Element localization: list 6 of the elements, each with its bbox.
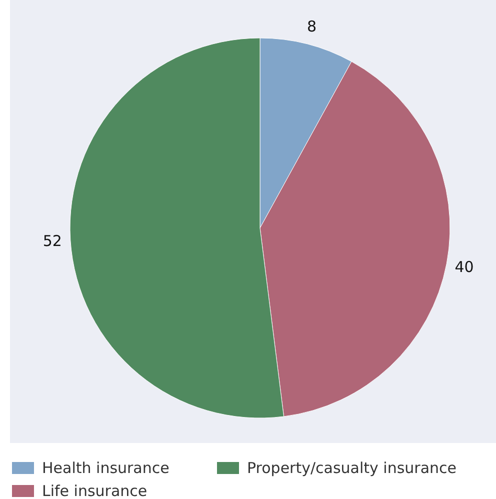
- legend-label: Health insurance: [42, 459, 170, 477]
- data-label: 52: [42, 232, 62, 250]
- legend-label: Life insurance: [42, 482, 148, 499]
- data-label: 8: [306, 18, 316, 36]
- legend-label: Property/casualty insurance: [247, 459, 457, 477]
- data-label: 40: [454, 258, 474, 276]
